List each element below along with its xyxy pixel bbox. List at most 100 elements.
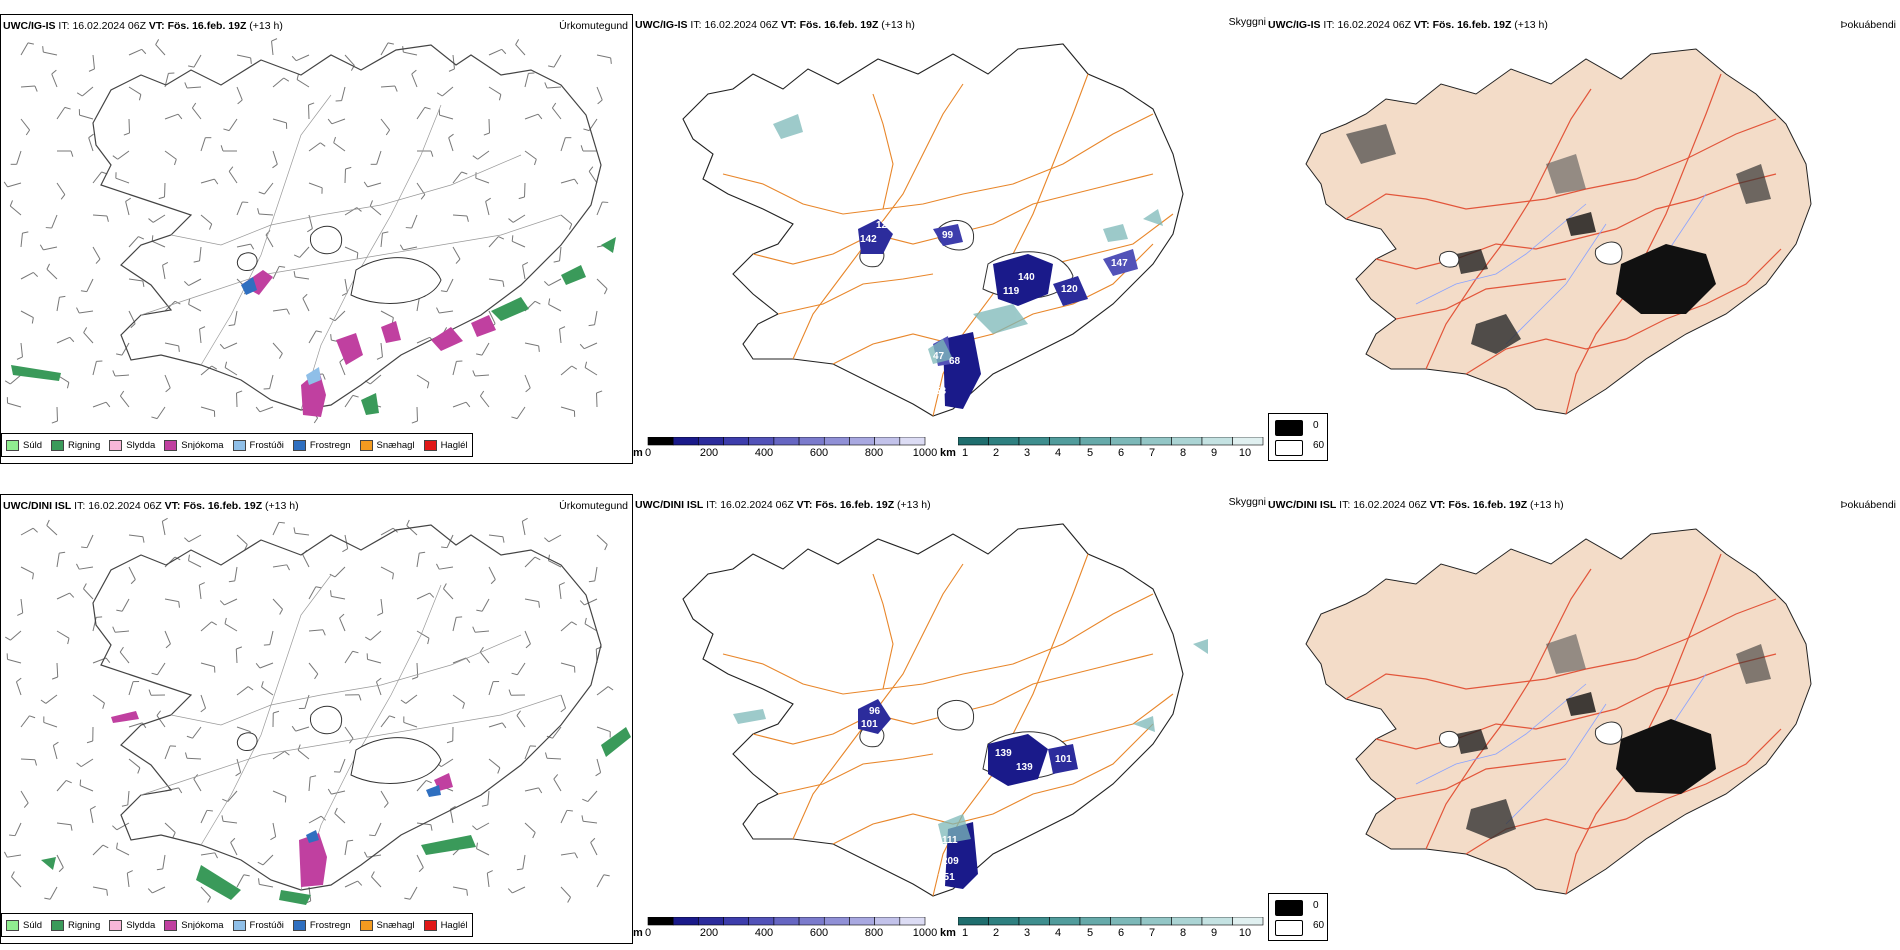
fog-swatch-high [1275,900,1303,916]
wind-barb-flag [158,196,165,200]
colorbar-unit: km [940,927,956,939]
visibility-map: 96 101 102 139 139 101 111 209 251 72 [682,523,1208,897]
wind-barb [86,534,94,548]
wind-barb-flag [284,750,290,756]
wind-barb-flag [511,416,518,420]
wind-barb [560,137,566,152]
wind-barb [524,745,531,760]
precip-map [3,38,616,424]
fog-legend-row2: 0 60 [1268,893,1328,941]
cloud-label: 68 [949,356,961,367]
wind-barb-flag [566,809,573,812]
wind-barb-flag [446,740,453,744]
wind-barb [191,107,202,120]
wind-barb [481,342,490,356]
wind-barb-flag [582,798,589,803]
wind-barb [380,118,391,131]
precip-type-panel-row1: UWC/IG-IS IT: 16.02.2024 06Z VT: Fös. 16… [0,14,633,464]
wind-barb [446,278,454,292]
wind-barb-flag [291,55,297,62]
wind-barb-flag [516,710,521,716]
wind-barb-flag [46,519,50,526]
wind-barb [188,303,202,312]
wind-barb [272,822,277,837]
cloud-label: 140 [1018,272,1035,283]
low-visibility-areas [773,114,1163,364]
wind-barb-flag [228,324,235,327]
wind-barb-flag [581,815,584,822]
wind-barb-flag [173,159,177,166]
wind-barb-flag [90,805,96,810]
wind-barb-flag [425,779,432,784]
wind-barb-flag [537,113,543,120]
it-label: IT: [1323,19,1335,31]
wind-barb [548,303,562,312]
wind-barb-flag [559,326,566,330]
wind-barb-flag [327,118,333,125]
wind-barb [236,54,251,59]
wind-barb [272,118,287,124]
wind-barb [269,630,274,645]
colorbar-segment [1110,437,1142,446]
wind-barb [155,44,166,56]
wind-barb-flag [284,796,287,803]
wind-barb [452,657,467,664]
colorbar-tick: 4 [1054,927,1062,939]
wind-barb [416,854,424,868]
wind-barb [200,621,212,632]
colorbar-tick: 600 [809,927,829,939]
wind-barb [259,662,274,669]
visibility-colorbar-row2: km 1 2 3 4 5 6 7 8 9 10 [940,917,1266,941]
wind-barb-flag [610,57,612,64]
wind-barb-flag [116,609,123,612]
wind-barb [367,854,382,858]
wind-barb [441,86,454,97]
wind-barb-flag [327,788,332,795]
wind-barb [584,623,598,632]
wind-barb-flag [448,68,455,72]
wind-barb-flag [42,46,44,53]
wind-barb [308,330,317,344]
wind-barb-flag [508,689,512,696]
wind-barb-flag [66,382,70,389]
colorbar-tick: 600 [809,447,829,459]
wind-barb [380,527,394,536]
wind-barb [596,534,608,545]
legend-swatch [292,919,306,931]
wind-barb-flag [116,842,118,849]
wind-barb [49,886,58,900]
wind-barb-flag [81,546,88,549]
wind-barb-flag [119,390,125,397]
panel-header: UWC/IG-IS IT: 16.02.2024 06Z VT: Fös. 16… [1268,19,1548,31]
wind-barb-flag [22,231,29,234]
wind-barb [452,361,457,376]
wind-barb [9,374,22,385]
wind-barb [128,566,136,580]
colorbar-tick: 800 [864,927,884,939]
wind-barb [488,278,503,282]
wind-barb [20,715,30,728]
wind-barb-flag [206,809,213,812]
wind-barb [51,73,58,88]
wind-barb-flag [419,551,426,554]
wind-barb [596,686,609,696]
wind-barb [548,534,562,543]
wind-barb [416,592,430,600]
wind-barb-flag [207,896,211,903]
wind-barb-flag [584,617,587,624]
wind-barb [117,150,130,160]
wind-barb-flag [162,261,169,266]
wind-barb [234,566,238,581]
wind-barb-flag [411,420,418,424]
wind-barb [370,630,382,641]
wind-barb-flag [310,775,317,778]
wind-barb [223,820,238,824]
wind-barb [369,374,382,385]
vt-label: VT: [1429,499,1446,511]
wind-barb [439,566,454,570]
wind-barb [344,54,355,66]
wind-barb-flag [436,92,443,97]
wind-barb [56,553,60,568]
visibility-map: 142 122 99 140 119 120 147 47 68 53 [682,43,1184,417]
wind-barb-flag [286,308,290,315]
